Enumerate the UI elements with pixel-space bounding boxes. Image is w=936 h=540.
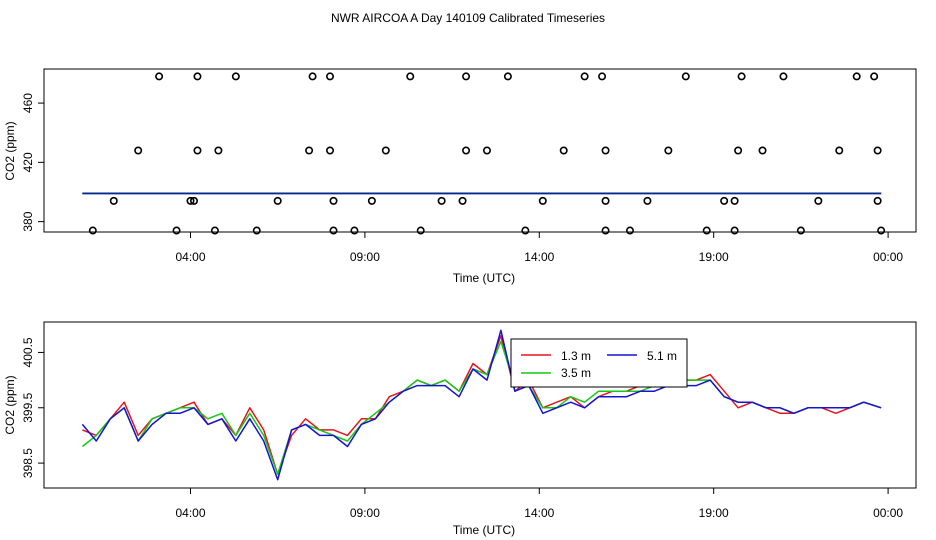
top-x-tick-label: 14:00 [524,250,554,264]
top-x-tick-label: 19:00 [699,250,729,264]
legend-label-1-3m: 1.3 m [561,349,591,363]
outlier-point [252,226,261,235]
outlier-point [779,72,788,81]
outlier-point [482,146,491,155]
top-plot-frame [43,68,917,233]
outlier-point [416,226,425,235]
top-y-tick-label: 460 [21,93,35,113]
outlier-point [189,196,198,205]
outlier-point [462,146,471,155]
outlier-point [329,196,338,205]
outlier-point [720,196,729,205]
bottom-y-tick-label: 398.5 [21,448,35,478]
outlier-point [870,72,879,81]
outlier-point [406,72,415,81]
bottom-x-tick-label: 14:00 [524,506,554,520]
outlier-point [437,196,446,205]
outlier-point [814,196,823,205]
outlier-point [326,72,335,81]
bottom-x-tick-label: 00:00 [873,506,903,520]
outlier-point [681,72,690,81]
outlier-point [308,72,317,81]
outlier-point [796,226,805,235]
outlier-point [580,72,589,81]
outlier-point [350,226,359,235]
bottom-x-axis-label: Time (UTC) [453,523,515,537]
outlier-point [730,226,739,235]
outlier-point [458,196,467,205]
outlier-point [326,146,335,155]
outlier-point [643,196,652,205]
outlier-point [702,226,711,235]
legend-box [510,338,688,388]
figure-title: NWR AIRCOA A Day 140109 Calibrated Times… [331,11,605,25]
outlier-point [462,72,471,81]
top-ticks: 04:00 09:00 14:00 19:00 00:00 380 420 460 [21,93,903,264]
outlier-point [737,72,746,81]
outlier-point [873,146,882,155]
top-lines [82,192,882,195]
outlier-point [186,196,195,205]
outlier-point [734,146,743,155]
outlier-point [758,146,767,155]
outlier-point [381,146,390,155]
outlier-point [109,196,118,205]
outlier-point [877,226,886,235]
outlier-point [598,72,607,81]
top-x-axis-label: Time (UTC) [453,271,515,285]
outlier-point [852,72,861,81]
top-y-axis-label: CO2 (ppm) [3,121,17,180]
outlier-point [601,226,610,235]
series-line-5-1-m [81,329,882,481]
outlier-point [172,226,181,235]
bottom-x-tick-label: 19:00 [699,506,729,520]
top-y-tick-label: 380 [21,211,35,231]
bottom-y-axis-label: CO2 (ppm) [3,375,17,434]
outlier-point [559,146,568,155]
bottom-y-tick-label: 399.5 [21,392,35,422]
top-points [88,72,886,235]
outlier-point [155,72,164,81]
outlier-point [305,146,314,155]
bottom-ticks: 04:00 09:00 14:00 19:00 00:00 398.5 399.5 400.5 [21,337,903,520]
legend-label-5-1m: 5.1 m [647,349,677,363]
outlier-point [664,146,673,155]
bottom-lines [81,329,882,481]
legend-label-3-5m: 3.5 m [561,366,591,380]
outlier-point [835,146,844,155]
outlier-point [134,146,143,155]
outlier-point [538,196,547,205]
outlier-point [601,196,610,205]
outlier-point [214,146,223,155]
top-x-tick-label: 04:00 [175,250,205,264]
outlier-point [625,226,634,235]
outlier-point [521,226,530,235]
outlier-point [193,72,202,81]
outlier-point [873,196,882,205]
outlier-point [273,196,282,205]
outlier-point [367,196,376,205]
outlier-point [730,196,739,205]
outlier-point [88,226,97,235]
bottom-x-tick-label: 09:00 [350,506,380,520]
outlier-point [329,226,338,235]
outlier-point [231,72,240,81]
bottom-plot-frame [43,321,917,489]
outlier-point [210,226,219,235]
bottom-panel: Time (UTC) CO2 (ppm) 04:00 09:00 14:00 19:0… [3,321,917,537]
legend: 1.3 m 5.1 m 3.5 m [510,338,688,388]
top-x-tick-label: 00:00 [873,250,903,264]
bottom-y-tick-label: 400.5 [21,337,35,367]
bottom-x-tick-label: 04:00 [175,506,205,520]
outlier-point [503,72,512,81]
outlier-point [193,146,202,155]
top-y-tick-label: 420 [21,152,35,172]
top-panel: Time (UTC) CO2 (ppm) 04:00 09:00 14:00 19:0… [3,68,917,285]
outlier-point [601,146,610,155]
top-x-tick-label: 09:00 [350,250,380,264]
